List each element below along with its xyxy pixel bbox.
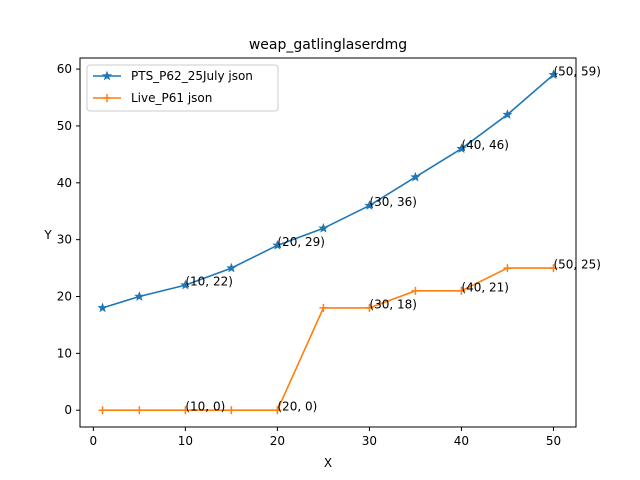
data-point <box>135 406 144 415</box>
x-axis-label: X <box>324 456 332 470</box>
data-point <box>97 302 108 313</box>
data-point <box>457 286 466 295</box>
data-point <box>318 222 329 233</box>
legend-marker <box>101 70 113 81</box>
data-point <box>502 109 513 119</box>
data-point <box>272 239 283 250</box>
x-tick-label: 10 <box>178 434 193 448</box>
data-point <box>134 291 145 301</box>
data-label: (30, 18) <box>369 297 417 311</box>
plot-area: 0 10 20 30 40 50 0 10 20 30 40 50 60 (10, 22) (20, 29)… <box>57 57 601 448</box>
data-point <box>503 264 512 273</box>
data-point <box>319 303 328 312</box>
data-label: (40, 46) <box>461 138 509 152</box>
data-label: (10, 0) <box>185 400 225 414</box>
y-tick-label: 20 <box>57 290 72 304</box>
legend-marker <box>103 94 111 102</box>
data-label: (10, 22) <box>185 275 233 289</box>
data-point <box>411 286 420 295</box>
data-point <box>364 200 375 210</box>
data-point <box>456 143 467 154</box>
data-point <box>226 262 237 273</box>
data-point <box>365 303 374 312</box>
data-label: (40, 21) <box>461 280 509 294</box>
data-point <box>549 264 558 273</box>
y-tick-label: 0 <box>64 403 72 417</box>
x-tick-label: 20 <box>270 434 285 448</box>
axes-frame <box>79 57 577 428</box>
data-point <box>410 171 421 182</box>
data-label: (20, 0) <box>277 400 317 414</box>
y-tick-label: 50 <box>57 119 72 133</box>
x-tick-label: 50 <box>546 434 561 448</box>
y-tick-label: 10 <box>57 346 72 360</box>
legend: PTS_P62_25July json Live_P61 json <box>86 64 279 112</box>
data-point <box>273 406 282 415</box>
data-label: (50, 59) <box>553 64 601 78</box>
y-tick-label: 60 <box>57 62 72 76</box>
data-point <box>548 69 559 80</box>
chart-title: weap_gatlinglaserdmg <box>249 37 407 53</box>
data-point <box>227 406 236 415</box>
data-label: (30, 36) <box>369 195 417 209</box>
x-tick-label: 0 <box>90 434 98 448</box>
data-label: (20, 29) <box>277 235 325 249</box>
data-label: (50, 25) <box>553 258 601 272</box>
data-point <box>98 406 107 415</box>
y-axis-label: Y <box>43 228 52 242</box>
x-tick-label: 30 <box>362 434 377 448</box>
y-tick-label: 30 <box>57 233 72 247</box>
y-tick-label: 40 <box>57 176 72 190</box>
data-point <box>181 406 190 415</box>
data-point <box>180 279 191 290</box>
legend-box <box>86 64 279 112</box>
legend-label: PTS_P62_25July json <box>131 69 253 83</box>
legend-label: Live_P61 json <box>131 91 212 105</box>
x-tick-label: 40 <box>454 434 469 448</box>
